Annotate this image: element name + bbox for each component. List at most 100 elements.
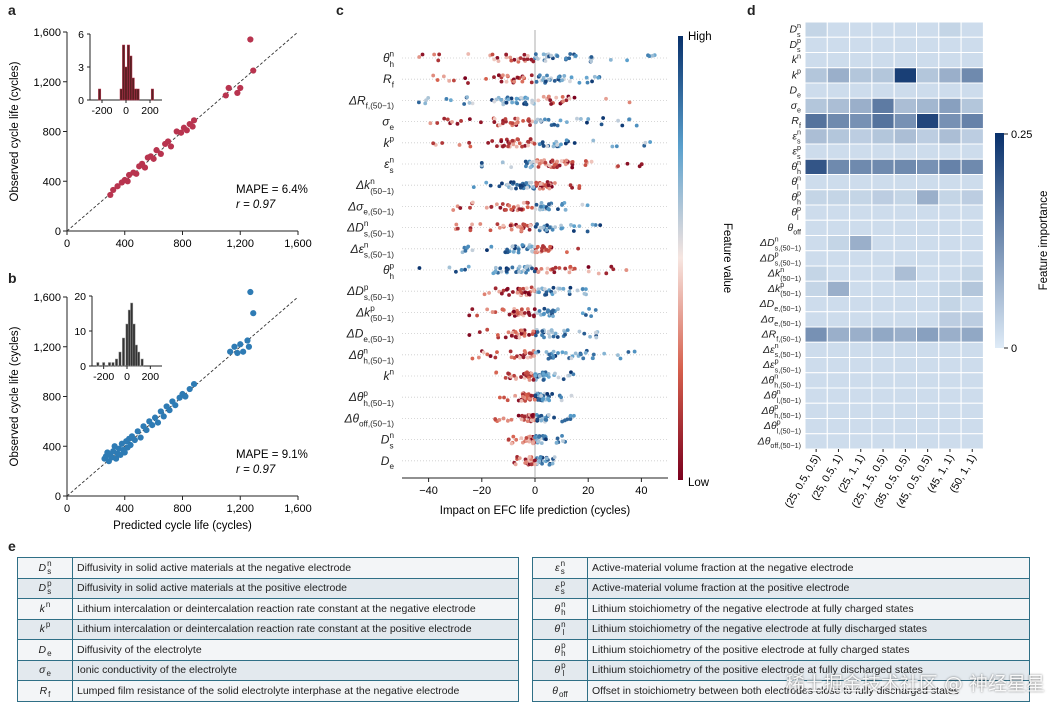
shap-dot bbox=[501, 288, 506, 293]
shap-dot bbox=[523, 290, 528, 295]
heatmap-cell bbox=[871, 67, 895, 84]
shap-dot bbox=[540, 248, 544, 253]
heatmap-cell bbox=[826, 97, 851, 114]
shap-dot bbox=[447, 78, 452, 83]
heatmap-cell bbox=[938, 433, 962, 450]
heatmap-cell bbox=[960, 36, 984, 53]
heatmap-cell bbox=[826, 21, 851, 38]
heatmap-cell bbox=[871, 418, 895, 435]
shap-dot bbox=[497, 123, 502, 128]
shap-dot bbox=[609, 264, 614, 269]
heatmap-cell bbox=[871, 36, 895, 53]
heatmap-cell bbox=[916, 174, 940, 191]
heatmap-cell bbox=[871, 341, 895, 358]
shap-dot bbox=[565, 250, 569, 255]
shap-dot bbox=[442, 116, 447, 121]
data-point bbox=[244, 337, 251, 344]
shap-dot bbox=[536, 269, 541, 274]
x-tick-label: 800 bbox=[173, 503, 191, 515]
data-point bbox=[237, 84, 244, 92]
shap-dot bbox=[536, 287, 541, 292]
heatmap-cell bbox=[871, 326, 895, 343]
shap-dot bbox=[527, 245, 531, 250]
shap-dot bbox=[510, 244, 515, 249]
shap-dot bbox=[515, 101, 520, 106]
shap-dot bbox=[521, 75, 526, 80]
shap-dot bbox=[524, 102, 529, 107]
symbol-sup: n bbox=[561, 620, 566, 630]
description-cell: Lithium stoichiometry of the negative el… bbox=[587, 618, 1030, 640]
heatmap-cell bbox=[871, 250, 895, 267]
shap-dot bbox=[492, 117, 497, 121]
shap-dot bbox=[545, 391, 550, 396]
shap-dot bbox=[627, 117, 631, 122]
shap-dot bbox=[594, 335, 599, 340]
shap-dot bbox=[466, 244, 471, 249]
description-cell: Offset in stoichiometry between both ele… bbox=[587, 680, 1030, 702]
y-tick-label: 400 bbox=[43, 441, 61, 453]
shap-dot bbox=[550, 227, 555, 232]
r-annotation: r = 0.97 bbox=[236, 464, 276, 476]
shap-dot bbox=[552, 270, 557, 275]
shap-dot bbox=[568, 417, 573, 421]
shap-dot bbox=[505, 418, 510, 423]
heatmap-cell bbox=[938, 204, 962, 221]
shap-dot bbox=[506, 144, 510, 149]
shap-dot bbox=[589, 59, 594, 64]
shap-dot bbox=[503, 375, 508, 380]
shap-dot bbox=[625, 161, 630, 166]
symbol-base: ε bbox=[554, 582, 560, 595]
heatmap-cell bbox=[826, 174, 851, 191]
heatmap-cell bbox=[960, 235, 984, 252]
shap-dot bbox=[489, 205, 494, 209]
shap-dot bbox=[532, 159, 536, 164]
heatmap-cell bbox=[960, 21, 984, 38]
shap-dot bbox=[494, 202, 499, 207]
shap-dot bbox=[514, 144, 519, 149]
shap-dot bbox=[532, 244, 537, 249]
heatmap-cell bbox=[938, 158, 962, 175]
shap-dot bbox=[523, 350, 528, 355]
shap-dot bbox=[518, 56, 523, 61]
shap-dot bbox=[515, 311, 520, 316]
shap-dot bbox=[529, 160, 533, 165]
shap-dot bbox=[559, 398, 564, 403]
shap-dot bbox=[515, 182, 519, 187]
shap-dot bbox=[454, 269, 458, 274]
heatmap-cell bbox=[849, 219, 873, 236]
shap-dot bbox=[546, 183, 551, 188]
shap-dot bbox=[549, 53, 554, 58]
histogram-bar bbox=[134, 344, 138, 367]
shap-dot bbox=[510, 265, 515, 270]
heatmap-cell bbox=[849, 357, 873, 374]
y-tick-label: 1,600 bbox=[33, 27, 61, 39]
feature-label: ΔRf,(50−1) bbox=[348, 93, 394, 110]
shap-dot bbox=[516, 250, 521, 255]
heatmap-cell bbox=[916, 357, 940, 374]
symbol-sup: n bbox=[45, 599, 51, 609]
heatmap-cell bbox=[826, 82, 851, 99]
data-point bbox=[114, 183, 121, 190]
colorbar-min-label: 0 bbox=[1011, 343, 1017, 355]
heatmap-cell bbox=[916, 418, 940, 435]
shap-dot bbox=[478, 222, 483, 226]
shap-dot bbox=[542, 287, 547, 291]
heatmap-row-label: ΔDn s,(50−1) bbox=[759, 235, 801, 252]
shap-dot bbox=[451, 208, 456, 212]
shap-dot bbox=[537, 374, 542, 378]
shap-dot bbox=[455, 121, 460, 126]
shap-dot bbox=[454, 222, 459, 227]
shap-dot bbox=[598, 223, 603, 228]
shap-dot bbox=[585, 203, 590, 208]
shap-dot bbox=[510, 121, 515, 125]
histogram-bar bbox=[111, 362, 115, 367]
shap-dot bbox=[591, 352, 596, 357]
shap-dot bbox=[509, 96, 514, 101]
heatmap-cell bbox=[893, 265, 917, 282]
heatmap-cell bbox=[916, 402, 940, 419]
